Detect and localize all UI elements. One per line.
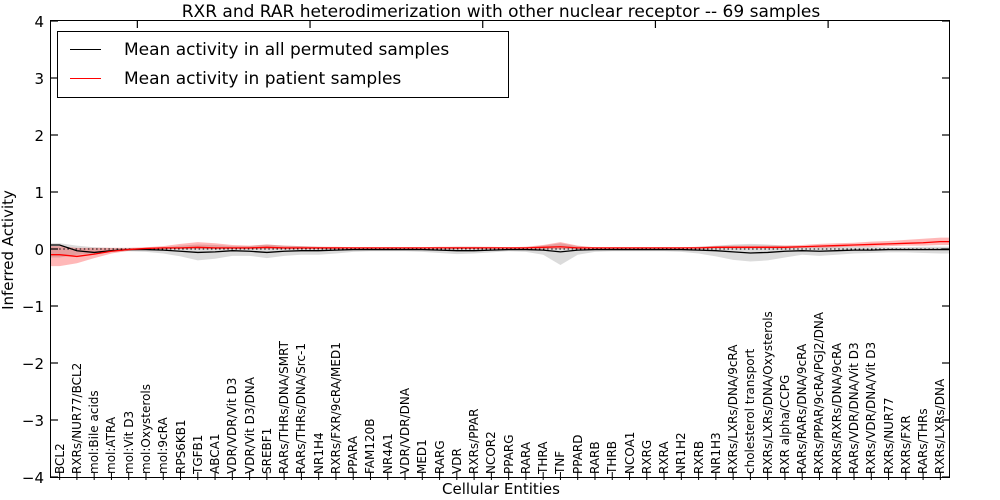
y-tick-label: 3 <box>34 69 44 88</box>
legend-label: Mean activity in all permuted samples <box>124 39 450 60</box>
y-tick-label: −1 <box>21 297 44 316</box>
black-line-icon <box>70 49 101 50</box>
plot-area: BCL2 RXRs/NUR77/BCL2 mol:Bile acids mol:ATR… <box>50 20 950 480</box>
x-axis-label: Cellular Entities <box>442 480 560 498</box>
y-tick-label: −3 <box>21 411 44 430</box>
y-tick-label: 0 <box>34 240 44 259</box>
y-tick-label: −4 <box>21 468 44 487</box>
mean-activity-in-all-permuted-samples-line <box>51 244 949 254</box>
legend-item: Mean activity in all permuted samples <box>70 35 508 64</box>
legend-label: Mean activity in patient samples <box>124 68 402 89</box>
legend: Mean activity in all permuted samples Me… <box>57 31 509 98</box>
chart-title: RXR and RAR heterodimerization with othe… <box>181 2 821 22</box>
legend-item: Mean activity in patient samples <box>70 64 508 93</box>
chart-canvas <box>51 20 949 480</box>
mean-activity-in-patient-samples-line <box>51 240 949 258</box>
y-tick-label: −2 <box>21 354 44 373</box>
red-line-icon <box>70 78 101 79</box>
y-tick-label: 2 <box>34 126 44 145</box>
y-tick-label: 4 <box>34 12 44 31</box>
y-tick-label: 1 <box>34 183 44 202</box>
